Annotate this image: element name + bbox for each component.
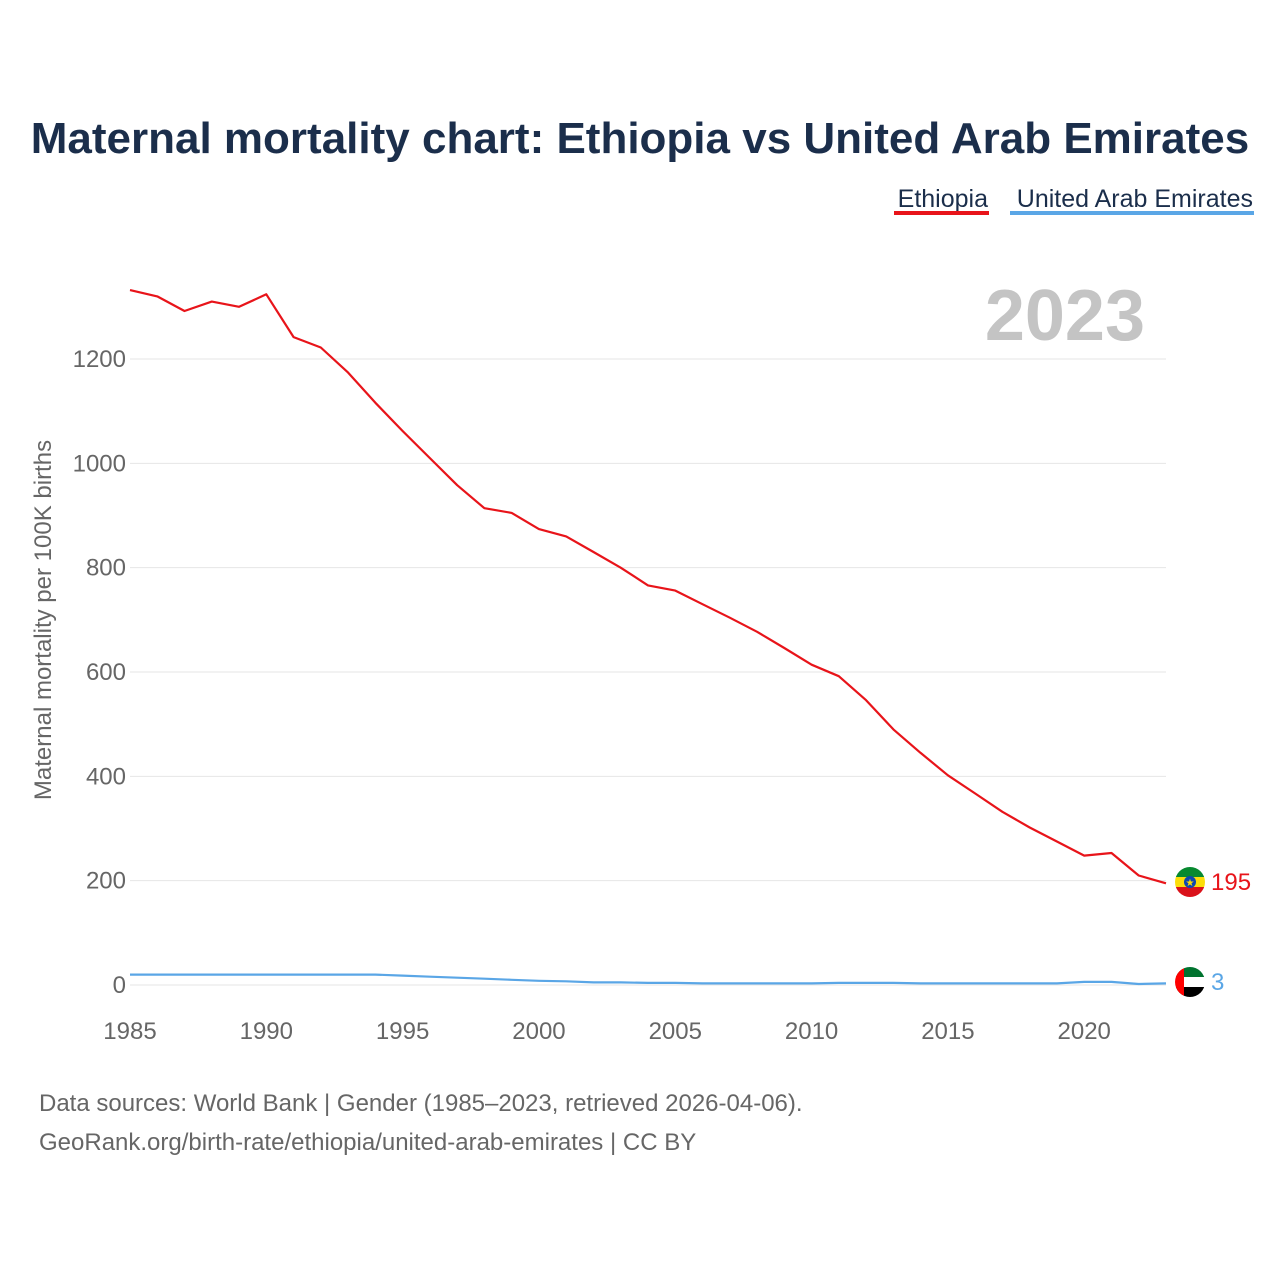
legend-entry-united-arab-emirates[interactable]: United Arab Emirates: [1017, 185, 1253, 213]
x-tick-1995: 1995: [376, 1018, 429, 1045]
y-tick-0: 0: [113, 972, 126, 999]
year-label: 2023: [985, 276, 1145, 356]
x-axis-ticks: 1985 1990 1995 2000 2005 2010 2015 2020: [103, 1018, 1111, 1045]
y-tick-600: 600: [86, 659, 126, 686]
y-tick-400: 400: [86, 763, 126, 790]
legend-entry-ethiopia[interactable]: Ethiopia: [898, 185, 988, 213]
y-axis-ticks: 0 200 400 600 800 1000 1200: [73, 346, 126, 999]
x-tick-1985: 1985: [103, 1018, 156, 1045]
end-label-ethiopia: 195: [1211, 869, 1251, 896]
x-tick-2000: 2000: [512, 1018, 565, 1045]
x-tick-2005: 2005: [649, 1018, 702, 1045]
end-label-united-arab-emirates: 3: [1211, 969, 1224, 996]
y-tick-1000: 1000: [73, 450, 126, 477]
x-tick-1990: 1990: [240, 1018, 293, 1045]
series-lines: [129, 289, 1167, 986]
legend: Ethiopia United Arab Emirates: [894, 185, 1254, 215]
y-tick-800: 800: [86, 555, 126, 582]
svg-text:★: ★: [1186, 878, 1195, 889]
x-tick-2010: 2010: [785, 1018, 838, 1045]
gridlines: [130, 358, 1166, 986]
x-tick-2015: 2015: [921, 1018, 974, 1045]
legend-swatch-united-arab-emirates: [1010, 211, 1254, 215]
y-axis-label: Maternal mortality per 100K births: [30, 440, 57, 800]
footer-sources: Data sources: World Bank | Gender (1985–…: [39, 1090, 803, 1117]
chart-title: Maternal mortality chart: Ethiopia vs Un…: [31, 114, 1249, 163]
flag-ethiopia-icon: ★: [1175, 867, 1205, 897]
footer-credit[interactable]: GeoRank.org/birth-rate/ethiopia/united-a…: [39, 1129, 696, 1156]
y-tick-1200: 1200: [73, 346, 126, 373]
y-tick-200: 200: [86, 868, 126, 895]
series-line-united-arab-emirates: [130, 973, 1167, 986]
x-tick-2020: 2020: [1058, 1018, 1111, 1045]
legend-swatch-ethiopia: [894, 211, 989, 215]
flag-united-arab-emirates-icon: [1175, 967, 1205, 997]
series-line-ethiopia: [129, 289, 1167, 885]
